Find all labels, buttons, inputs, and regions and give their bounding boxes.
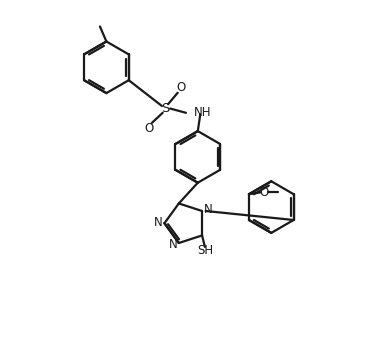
Text: NH: NH <box>194 106 212 119</box>
Text: N: N <box>154 216 163 229</box>
Text: O: O <box>144 122 154 135</box>
Text: N: N <box>169 238 178 251</box>
Text: N: N <box>203 203 212 216</box>
Text: O: O <box>260 186 269 199</box>
Text: O: O <box>176 80 185 94</box>
Text: S: S <box>162 102 170 115</box>
Text: SH: SH <box>197 244 213 257</box>
